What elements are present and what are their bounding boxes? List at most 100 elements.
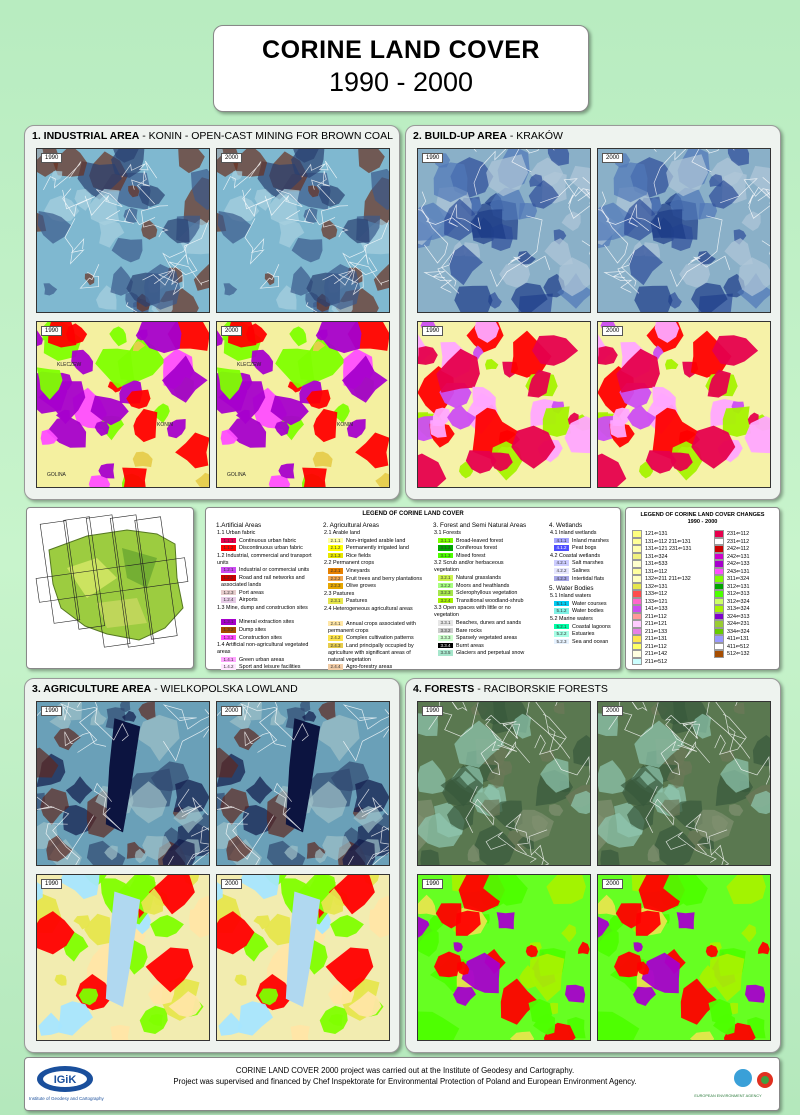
boundary-line bbox=[347, 849, 389, 865]
legend-swatch: 3.3.3 bbox=[438, 635, 453, 641]
land-patch bbox=[162, 838, 196, 865]
land-patch bbox=[724, 238, 753, 266]
legend-label: Pastures bbox=[346, 598, 368, 605]
land-patch bbox=[291, 149, 325, 178]
panel-heading: 4. FORESTS - RACIBORSKIE FORESTS bbox=[413, 683, 608, 695]
legend-entry: 1.2 Industrial, commercial and transport… bbox=[217, 553, 312, 567]
land-patch bbox=[418, 453, 447, 487]
boundary-line bbox=[526, 702, 571, 759]
boundary-line bbox=[256, 702, 309, 742]
land-patch bbox=[193, 264, 209, 291]
land-patch bbox=[627, 404, 657, 430]
land-patch bbox=[126, 389, 151, 409]
land-patch bbox=[434, 951, 463, 978]
legend-label: 1.4 Artificial non-agricultural vegetate… bbox=[217, 642, 309, 656]
legend-entry: 5.1 Inland waters bbox=[550, 593, 591, 600]
land-patch bbox=[226, 417, 267, 448]
legend-entry: 4.2.2 Salines bbox=[554, 568, 590, 575]
legend-swatch: 4.1.1 bbox=[554, 537, 569, 544]
land-patch bbox=[342, 355, 388, 403]
map-year-label: 1990 bbox=[422, 879, 444, 889]
change-code: 132⇐131 bbox=[645, 583, 668, 590]
land-patch bbox=[418, 894, 437, 916]
legend-entry: 4.1.2 Peat bogs bbox=[554, 545, 596, 552]
legend-group-heading: 5. Water Bodies bbox=[549, 585, 594, 593]
land-patch bbox=[453, 982, 476, 1006]
land-patch bbox=[420, 849, 440, 865]
legend-entry: 1.2.3 Port areas bbox=[221, 589, 264, 597]
legend-label: Airports bbox=[239, 597, 258, 604]
eea-logo bbox=[734, 1069, 773, 1088]
legend-label: Discontinuous urban fabric bbox=[239, 545, 303, 552]
boundary-line bbox=[60, 703, 98, 753]
change-swatch bbox=[632, 635, 642, 643]
land-patch bbox=[233, 727, 261, 751]
boundary-line bbox=[153, 220, 209, 285]
land-patch bbox=[217, 330, 224, 347]
land-patch bbox=[46, 417, 87, 448]
boundary-line bbox=[357, 788, 389, 818]
land-patch bbox=[752, 735, 770, 767]
boundary-line bbox=[505, 813, 529, 855]
legend-label: Sport and leisure facilities bbox=[239, 664, 301, 671]
land-patch bbox=[470, 209, 506, 239]
land-patch bbox=[633, 982, 656, 1006]
land-patch bbox=[258, 988, 279, 1006]
land-patch bbox=[709, 953, 745, 1002]
land-patch bbox=[37, 211, 71, 244]
change-entry: 141⇐133 bbox=[632, 605, 668, 613]
partner-logo-inner bbox=[761, 1076, 769, 1084]
change-entry: 312⇐131 bbox=[714, 582, 750, 591]
panel-subtitle: - WIELKOPOLSKA LOWLAND bbox=[154, 683, 298, 695]
legend-label: Inland marshes bbox=[572, 537, 609, 544]
legend-entry: 2.1.2 Permanently irrigated land bbox=[328, 545, 409, 552]
boundary-line bbox=[322, 244, 368, 286]
change-entry: 334⇐324 bbox=[714, 627, 750, 636]
land-patch bbox=[239, 875, 280, 900]
boundary-line bbox=[439, 702, 468, 712]
change-entry: 211⇐112 bbox=[632, 612, 667, 621]
map-graphic bbox=[418, 702, 590, 865]
legend-entry: 3.2.2 Moors and heathlands bbox=[438, 582, 509, 590]
land-patch bbox=[712, 335, 759, 366]
place-label: KONIN bbox=[157, 422, 173, 428]
legend-swatch: 2.2.2 bbox=[328, 575, 343, 582]
land-patch bbox=[650, 209, 686, 239]
land-patch bbox=[690, 1031, 715, 1040]
boundary-line bbox=[301, 160, 338, 179]
legend-label: 4.1 Inland wetlands bbox=[550, 530, 597, 536]
land-patch bbox=[418, 346, 438, 365]
land-patch bbox=[54, 974, 67, 986]
land-patch bbox=[306, 389, 331, 409]
land-patch bbox=[484, 783, 507, 806]
title: CORINE LAND COVER bbox=[262, 36, 540, 64]
map: 2000 bbox=[597, 874, 771, 1041]
boundary-line bbox=[677, 723, 701, 752]
legend-entry: 1.1.1 Continuous urban fabric bbox=[221, 537, 296, 545]
land-patch bbox=[67, 558, 117, 598]
legend-entry: 2.3.1 Pastures bbox=[328, 598, 367, 605]
legend-entry: 3.3.5 Glaciers and perpetual snow bbox=[438, 650, 524, 657]
change-code: 312⇐324 bbox=[727, 598, 750, 605]
land-patch bbox=[741, 924, 757, 943]
place-label: KLECZEW bbox=[57, 362, 82, 368]
legend-entry: 5.2.2 Estuaries bbox=[554, 631, 594, 638]
panel-number-title: 3. AGRICULTURE AREA bbox=[32, 683, 152, 695]
land-patch bbox=[517, 250, 536, 265]
changes-box: LEGEND OF CORINE LAND COVER CHANGES 1990… bbox=[625, 507, 780, 670]
boundary-line bbox=[43, 161, 82, 191]
igik-logo-text: IGiK bbox=[54, 1074, 77, 1086]
legend-label: Salines bbox=[572, 568, 590, 575]
land-patch bbox=[226, 835, 253, 862]
change-swatch bbox=[632, 545, 642, 553]
legend-entry: 5.1.1 Water courses bbox=[554, 600, 607, 608]
legend-entry: 3.2.1 Natural grasslands bbox=[438, 575, 501, 582]
land-patch bbox=[77, 161, 122, 200]
change-code: 334⇐324 bbox=[727, 628, 750, 635]
land-patch bbox=[128, 185, 140, 198]
land-patch bbox=[653, 345, 664, 360]
legend-entry: 3.3.1 Beaches, dunes and sands bbox=[438, 620, 521, 627]
land-patch bbox=[290, 1024, 310, 1040]
map-graphic bbox=[418, 322, 590, 487]
land-patch bbox=[268, 188, 300, 226]
